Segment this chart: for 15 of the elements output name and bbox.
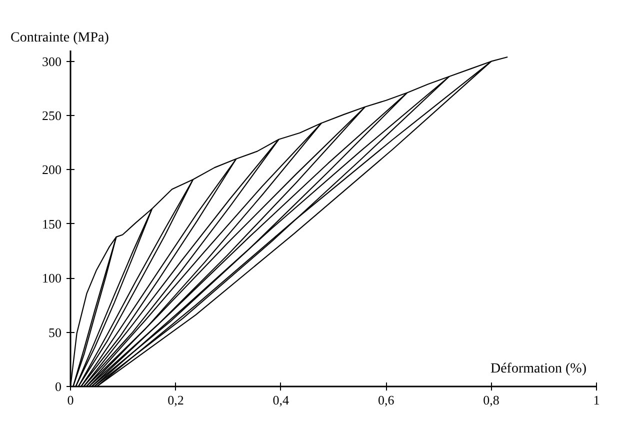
y-tick-label: 300: [42, 54, 62, 69]
y-tick-label: 200: [42, 162, 62, 178]
y-tick-label: 250: [42, 108, 62, 124]
y-axis-title: Contrainte (MPa): [10, 30, 110, 46]
x-tick-label: 1: [593, 392, 600, 408]
x-tick-label: 0,4: [272, 392, 290, 408]
x-axis-title: Déformation (%): [490, 362, 587, 376]
x-tick-label: 0,8: [483, 392, 500, 408]
x-tick-label: 0,6: [378, 392, 395, 408]
y-tick-label: 50: [48, 324, 62, 340]
x-tick-label: 0,2: [168, 392, 184, 408]
y-tick-label: 100: [42, 270, 62, 286]
x-tick-label: 0: [67, 392, 74, 408]
y-tick-label: 150: [42, 216, 62, 232]
y-tick-label: 0: [55, 379, 62, 394]
